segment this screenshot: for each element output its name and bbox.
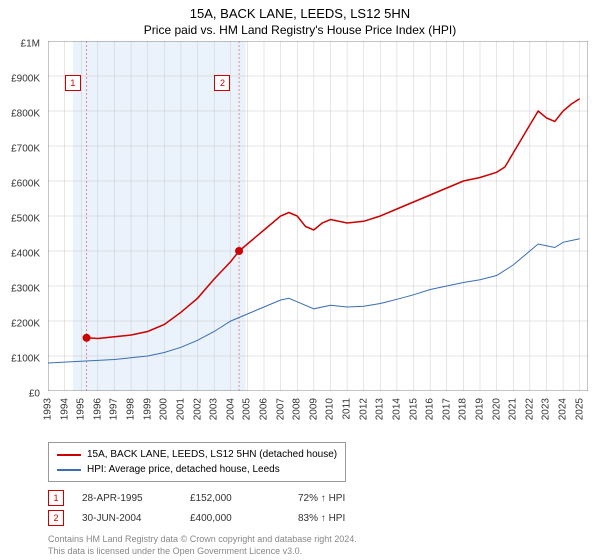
chart-subtitle: Price paid vs. HM Land Registry's House …: [0, 23, 600, 41]
y-tick-label: £900K: [11, 74, 40, 85]
plot-marker-2: 2: [214, 75, 230, 91]
plot-area: 12: [48, 41, 588, 391]
x-tick-label: 2019: [475, 398, 486, 420]
x-tick-label: 1996: [92, 398, 103, 420]
x-tick-label: 1998: [126, 398, 137, 420]
data-point-price: £400,000: [190, 513, 280, 524]
data-point-price: £152,000: [190, 493, 280, 504]
plot-marker-1: 1: [65, 75, 81, 91]
x-tick-label: 2025: [574, 398, 585, 420]
legend-row: HPI: Average price, detached house, Leed…: [57, 462, 337, 477]
x-tick-label: 2000: [159, 398, 170, 420]
x-tick-label: 2024: [558, 398, 569, 420]
y-tick-label: £100K: [11, 354, 40, 365]
data-point-rows: 1 28-APR-1995 £152,000 72% ↑ HPI 2 30-JUN-200…: [48, 488, 588, 528]
data-point-date: 30-JUN-2004: [82, 513, 172, 524]
x-tick-label: 2013: [375, 398, 386, 420]
x-tick-label: 2011: [342, 398, 353, 420]
data-point-marker: 2: [48, 510, 64, 526]
x-tick-label: 2006: [259, 398, 270, 420]
chart-container: 15A, BACK LANE, LEEDS, LS12 5HN Price pa…: [0, 0, 600, 560]
y-tick-label: £1M: [21, 39, 40, 50]
x-tick-label: 2014: [391, 398, 402, 420]
x-tick-label: 1994: [59, 398, 70, 420]
legend-label: 15A, BACK LANE, LEEDS, LS12 5HN (detache…: [87, 447, 337, 462]
data-point-marker: 1: [48, 490, 64, 506]
y-tick-label: £600K: [11, 179, 40, 190]
data-point-hpi: 72% ↑ HPI: [298, 493, 388, 504]
legend-box: 15A, BACK LANE, LEEDS, LS12 5HN (detache…: [48, 442, 346, 482]
x-tick-label: 2003: [209, 398, 220, 420]
x-tick-label: 2022: [524, 398, 535, 420]
chart-title: 15A, BACK LANE, LEEDS, LS12 5HN: [0, 0, 600, 23]
x-tick-label: 2010: [325, 398, 336, 420]
y-tick-label: £700K: [11, 144, 40, 155]
data-point-row: 1 28-APR-1995 £152,000 72% ↑ HPI: [48, 488, 588, 508]
x-tick-label: 2002: [192, 398, 203, 420]
footer-line-2: This data is licensed under the Open Gov…: [48, 546, 302, 556]
x-tick-label: 2017: [441, 398, 452, 420]
x-tick-label: 1999: [142, 398, 153, 420]
x-tick-label: 1995: [76, 398, 87, 420]
x-tick-label: 2021: [508, 398, 519, 420]
footer-note: Contains HM Land Registry data © Crown c…: [48, 534, 588, 557]
legend-row: 15A, BACK LANE, LEEDS, LS12 5HN (detache…: [57, 447, 337, 462]
x-axis-labels: 1993199419951996199719981999200020012002…: [48, 396, 588, 446]
x-tick-label: 2009: [308, 398, 319, 420]
y-tick-label: £300K: [11, 284, 40, 295]
x-tick-label: 2020: [491, 398, 502, 420]
footer-line-1: Contains HM Land Registry data © Crown c…: [48, 534, 357, 544]
x-tick-label: 2023: [541, 398, 552, 420]
legend-area: 15A, BACK LANE, LEEDS, LS12 5HN (detache…: [48, 442, 588, 557]
x-tick-label: 2008: [292, 398, 303, 420]
legend-swatch: [57, 469, 81, 471]
x-tick-label: 1993: [43, 398, 54, 420]
data-point-date: 28-APR-1995: [82, 493, 172, 504]
y-tick-label: £500K: [11, 214, 40, 225]
y-tick-label: £200K: [11, 319, 40, 330]
legend-swatch: [57, 454, 81, 456]
x-tick-label: 2015: [408, 398, 419, 420]
y-tick-label: £400K: [11, 249, 40, 260]
chart-svg: [48, 41, 588, 391]
x-tick-label: 1997: [109, 398, 120, 420]
legend-label: HPI: Average price, detached house, Leed…: [87, 462, 280, 477]
data-point-hpi: 83% ↑ HPI: [298, 513, 388, 524]
data-point-row: 2 30-JUN-2004 £400,000 83% ↑ HPI: [48, 508, 588, 528]
x-tick-label: 2001: [175, 398, 186, 420]
y-axis-labels: £0£100K£200K£300K£400K£500K£600K£700K£80…: [0, 44, 44, 394]
y-tick-label: £800K: [11, 109, 40, 120]
x-tick-label: 2012: [358, 398, 369, 420]
x-tick-label: 2018: [458, 398, 469, 420]
x-tick-label: 2004: [225, 398, 236, 420]
x-tick-label: 2007: [275, 398, 286, 420]
x-tick-label: 2016: [425, 398, 436, 420]
x-tick-label: 2005: [242, 398, 253, 420]
y-tick-label: £0: [29, 389, 40, 400]
